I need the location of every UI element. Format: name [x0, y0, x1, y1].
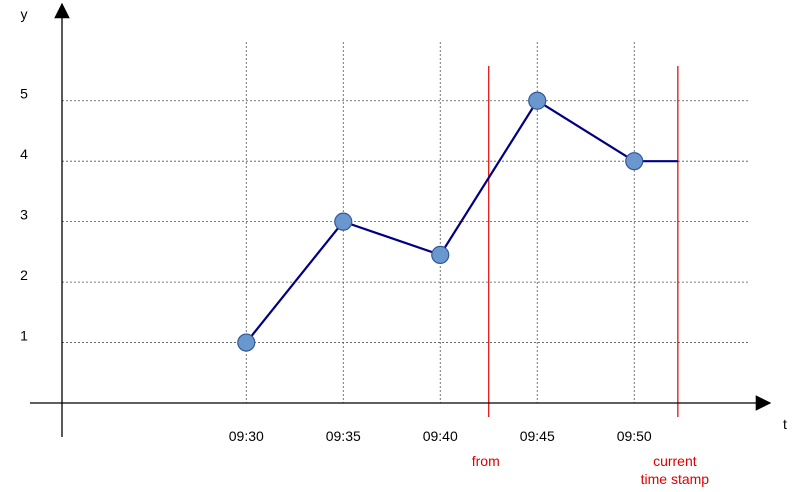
y-tick-label: 5 [20, 86, 28, 102]
x-tick-label: 09:35 [326, 428, 361, 444]
x-tick-label: 09:45 [520, 428, 555, 444]
marker-label-line: from [472, 453, 500, 469]
data-point-4 [528, 91, 547, 110]
data-point-1 [237, 333, 256, 352]
x-tick-label: 09:30 [229, 428, 264, 444]
marker-label-2: current time stamp [641, 453, 710, 487]
x-tick-label: 09:50 [617, 428, 652, 444]
marker-label-line: current [653, 453, 697, 469]
y-tick-label: 3 [20, 207, 28, 223]
data-point-5 [625, 152, 644, 171]
marker-label-1: from [472, 453, 500, 469]
grid [62, 42, 748, 403]
y-tick-label: 2 [20, 267, 28, 283]
marker-label-line: time stamp [641, 471, 710, 487]
time-markers [488, 66, 679, 417]
y-tick-label: 4 [20, 146, 28, 162]
data-point-2 [334, 212, 353, 231]
series [237, 91, 678, 352]
tick-labels: 09:30 09:35 09:40 09:45 09:50 1 2 3 4 5 [20, 86, 652, 444]
marker-labels: from current time stamp [472, 453, 710, 487]
axes: t y [21, 2, 787, 437]
data-point-3 [431, 245, 450, 264]
y-tick-label: 1 [20, 328, 28, 344]
y-axis-label: y [21, 6, 28, 22]
x-axis-label: t [783, 416, 787, 432]
x-tick-label: 09:40 [423, 428, 458, 444]
